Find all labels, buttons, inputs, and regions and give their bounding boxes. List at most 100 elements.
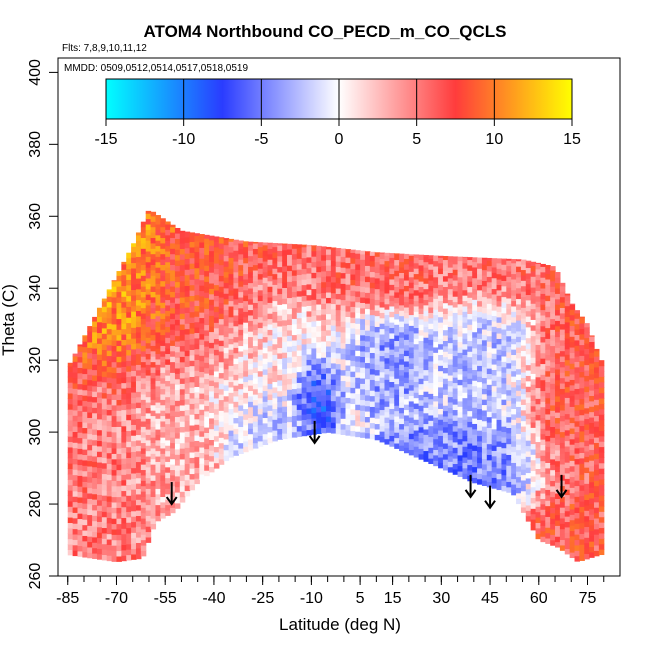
heatmap-cell: [345, 267, 351, 274]
heatmap-cell: [423, 391, 429, 398]
heatmap-cell: [67, 430, 74, 437]
heatmap-cell: [330, 319, 337, 326]
heatmap-cell: [262, 242, 269, 246]
heatmap-cell: [106, 479, 113, 486]
heatmap-cell: [535, 279, 542, 286]
heatmap-cell: [501, 409, 507, 416]
heatmap-cell: [145, 439, 152, 446]
heatmap-cell: [462, 338, 468, 345]
heatmap-cell: [199, 366, 205, 373]
heatmap-cell: [345, 305, 351, 312]
heatmap-cell: [262, 347, 269, 354]
heatmap-cell: [111, 534, 118, 541]
heatmap-cell: [501, 377, 507, 384]
heatmap-cell: [145, 337, 152, 344]
heatmap-cell: [213, 414, 220, 421]
heatmap-cell: [394, 410, 400, 417]
heatmap-cell: [345, 402, 351, 409]
heatmap-cell: [267, 280, 273, 287]
heatmap-cell: [174, 227, 181, 234]
heatmap-cell: [326, 356, 332, 363]
heatmap-cell: [530, 465, 537, 472]
heatmap-cell: [535, 419, 542, 426]
heatmap-cell: [564, 300, 571, 307]
y-tick-label: 360: [27, 203, 44, 230]
heatmap-cell: [530, 367, 537, 374]
heatmap-cell: [238, 410, 244, 417]
heatmap-cell: [321, 335, 327, 342]
heatmap-cell: [150, 307, 157, 314]
heatmap-cell: [184, 474, 191, 481]
heatmap-cell: [155, 353, 161, 360]
heatmap-cell: [555, 514, 561, 521]
heatmap-cell: [184, 366, 191, 373]
heatmap-cell: [277, 379, 283, 386]
heatmap-cell: [530, 265, 537, 272]
heatmap-cell: [584, 499, 590, 506]
heatmap-cell: [106, 382, 113, 389]
heatmap-cell: [106, 371, 113, 378]
heatmap-cell: [213, 236, 220, 242]
heatmap-cell: [399, 299, 405, 306]
heatmap-cell: [296, 263, 303, 270]
heatmap-cell: [228, 376, 235, 383]
heatmap-cell: [496, 332, 503, 339]
heatmap-cell: [160, 269, 166, 276]
heatmap-cell: [326, 248, 332, 255]
heatmap-cell: [101, 554, 108, 561]
heatmap-cell: [209, 315, 215, 322]
heatmap-cell: [165, 310, 171, 317]
heatmap-cell: [67, 543, 74, 550]
heatmap-cell: [189, 370, 196, 377]
heatmap-cell: [384, 390, 390, 397]
heatmap-cell: [257, 386, 264, 393]
heatmap-cell: [257, 397, 264, 404]
heatmap-cell: [545, 397, 551, 404]
heatmap-cell: [540, 455, 546, 462]
heatmap-cell: [165, 331, 171, 338]
heatmap-cell: [135, 288, 142, 295]
heatmap-cell: [106, 490, 113, 497]
heatmap-cell: [550, 361, 556, 368]
colorbar-tick-label: 5: [412, 131, 421, 148]
heatmap-cell: [496, 381, 503, 388]
heatmap-cell: [540, 363, 546, 370]
heatmap-cell: [486, 351, 493, 358]
heatmap-cell: [447, 455, 454, 462]
heatmap-cell: [496, 273, 503, 280]
heatmap-cell: [233, 320, 239, 327]
heatmap-cell: [550, 453, 556, 460]
heatmap-cell: [413, 408, 420, 415]
heatmap-cell: [213, 419, 220, 426]
heatmap-cell: [330, 411, 337, 418]
heatmap-cell: [126, 354, 132, 361]
heatmap-cell: [520, 366, 527, 373]
heatmap-cell: [472, 461, 478, 468]
heatmap-cell: [140, 501, 147, 508]
heatmap-cell: [520, 377, 527, 384]
heatmap-cell: [131, 424, 137, 431]
heatmap-cell: [335, 412, 342, 419]
heatmap-cell: [545, 289, 551, 296]
heatmap-cell: [204, 373, 210, 380]
heatmap-cell: [267, 345, 273, 352]
heatmap-cell: [287, 383, 293, 390]
heatmap-cell: [92, 531, 98, 538]
heatmap-cell: [316, 384, 322, 391]
heatmap-cell: [67, 371, 74, 378]
heatmap-cell: [516, 341, 522, 348]
heatmap-cell: [311, 245, 317, 252]
heatmap-cell: [306, 316, 312, 323]
x-tick-label: -55: [154, 590, 177, 607]
heatmap-cell: [516, 379, 522, 386]
heatmap-cell: [184, 463, 191, 470]
heatmap-cell: [194, 267, 200, 274]
heatmap-cell: [579, 339, 585, 346]
heatmap-cell: [101, 370, 108, 377]
heatmap-cell: [87, 465, 93, 472]
heatmap-cell: [369, 314, 376, 321]
heatmap-cell: [233, 449, 239, 456]
heatmap-cell: [403, 339, 410, 346]
heatmap-cell: [160, 469, 166, 476]
heatmap-cell: [121, 307, 127, 313]
